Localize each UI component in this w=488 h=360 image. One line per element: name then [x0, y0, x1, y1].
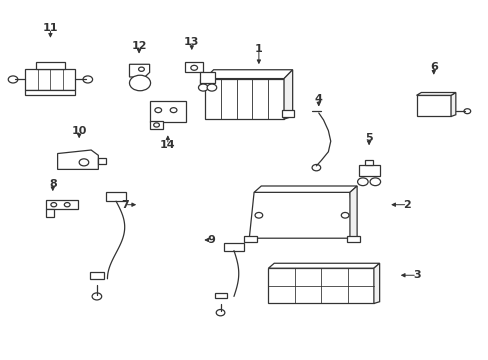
- Polygon shape: [254, 186, 356, 192]
- Text: 14: 14: [160, 140, 175, 150]
- Bar: [25, 90, 75, 95]
- Bar: [25, 69, 75, 90]
- Circle shape: [79, 159, 89, 166]
- Text: 8: 8: [49, 179, 57, 189]
- Bar: [149, 101, 185, 122]
- Circle shape: [138, 67, 144, 71]
- Polygon shape: [349, 186, 356, 238]
- Bar: [416, 95, 450, 117]
- Circle shape: [8, 76, 18, 83]
- Text: 6: 6: [429, 62, 437, 72]
- Text: 11: 11: [42, 23, 58, 33]
- Circle shape: [129, 75, 150, 91]
- Circle shape: [155, 108, 161, 113]
- Polygon shape: [450, 93, 455, 117]
- Text: 12: 12: [131, 41, 146, 51]
- Text: 4: 4: [314, 94, 322, 104]
- Bar: [149, 121, 163, 129]
- Text: 9: 9: [206, 235, 214, 245]
- Polygon shape: [249, 192, 354, 238]
- Bar: [214, 293, 226, 298]
- Circle shape: [216, 310, 224, 316]
- Polygon shape: [373, 263, 379, 303]
- Bar: [90, 273, 103, 279]
- Circle shape: [311, 165, 320, 171]
- Circle shape: [92, 293, 102, 300]
- Polygon shape: [284, 70, 292, 119]
- Circle shape: [369, 178, 380, 186]
- Bar: [184, 62, 203, 72]
- Bar: [200, 79, 210, 86]
- Text: 2: 2: [403, 200, 410, 210]
- Bar: [243, 236, 256, 242]
- Polygon shape: [416, 93, 455, 95]
- Bar: [281, 110, 293, 117]
- Circle shape: [64, 203, 70, 207]
- Polygon shape: [268, 263, 379, 268]
- Circle shape: [207, 84, 216, 91]
- Circle shape: [83, 76, 92, 83]
- Text: 5: 5: [365, 133, 372, 143]
- Text: 7: 7: [121, 200, 128, 210]
- Circle shape: [51, 203, 57, 207]
- Bar: [365, 160, 372, 165]
- Circle shape: [153, 123, 159, 127]
- Circle shape: [357, 178, 367, 186]
- Circle shape: [170, 108, 177, 113]
- Bar: [105, 192, 125, 201]
- Bar: [358, 165, 379, 176]
- Polygon shape: [204, 70, 292, 78]
- Bar: [98, 158, 105, 164]
- Text: 3: 3: [412, 270, 420, 280]
- Circle shape: [463, 109, 470, 114]
- Circle shape: [341, 212, 348, 218]
- Bar: [224, 243, 243, 251]
- Text: 1: 1: [254, 45, 262, 54]
- Polygon shape: [58, 150, 98, 170]
- Circle shape: [190, 65, 197, 70]
- Circle shape: [255, 212, 262, 218]
- Bar: [36, 62, 64, 69]
- Bar: [200, 72, 214, 83]
- Text: 13: 13: [183, 37, 199, 48]
- Bar: [45, 200, 78, 209]
- Bar: [45, 208, 54, 217]
- Bar: [204, 78, 284, 119]
- Polygon shape: [129, 64, 149, 77]
- Circle shape: [198, 84, 208, 91]
- Bar: [268, 268, 373, 303]
- Bar: [346, 236, 360, 242]
- Text: 10: 10: [71, 126, 87, 136]
